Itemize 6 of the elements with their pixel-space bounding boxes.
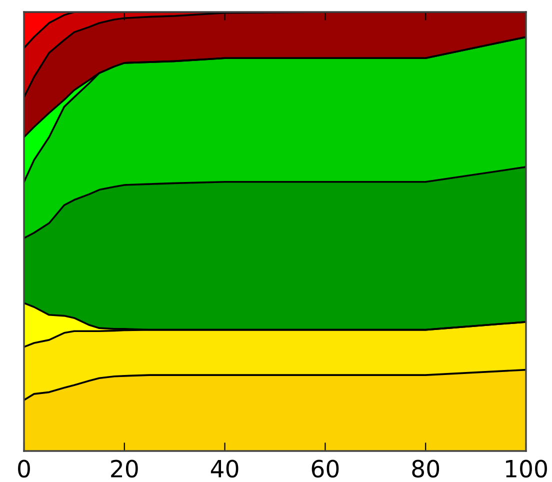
x-tick-label: 40 [210, 460, 238, 478]
x-tick-label: 100 [506, 460, 547, 478]
x-tick-label: 60 [312, 460, 339, 478]
x-tick-label: 0 [18, 460, 30, 478]
x-tick-label: 20 [111, 460, 138, 478]
x-tick-label: 80 [412, 460, 440, 478]
